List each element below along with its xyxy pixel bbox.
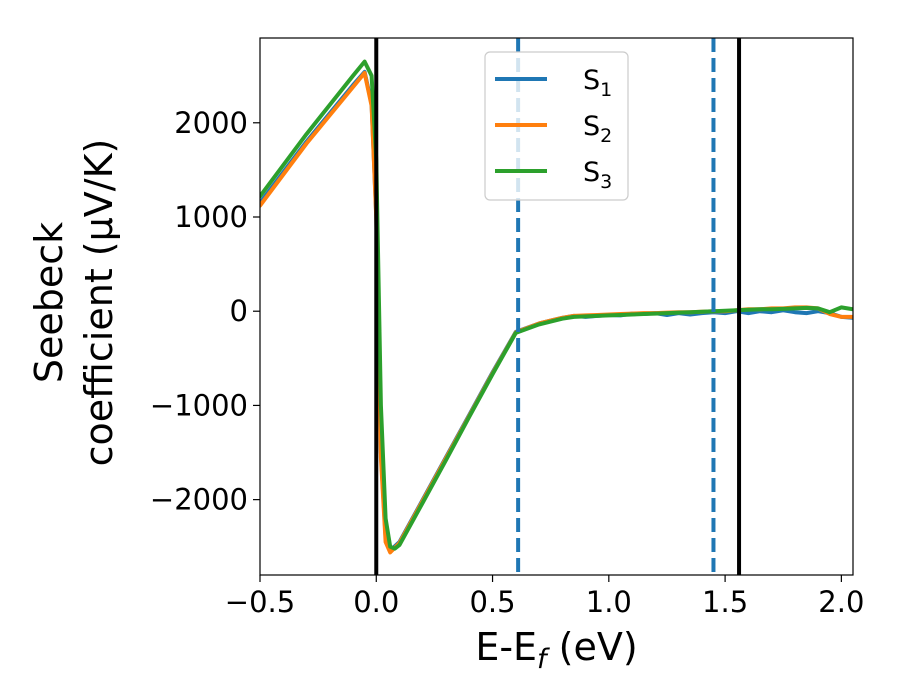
series-line-s3 xyxy=(260,59,853,551)
y-tick-label: −2000 xyxy=(150,483,248,517)
x-tick-label: 0.0 xyxy=(353,585,399,619)
y-axis-label-line1: Seebeck xyxy=(27,222,71,383)
x-axis-label: E-Ef (eV) xyxy=(475,625,637,675)
x-tick-label: 0.5 xyxy=(469,585,515,619)
y-tick-label: 2000 xyxy=(174,106,248,140)
y-tick-label: −1000 xyxy=(150,388,248,422)
legend: S1 S2 S3 xyxy=(484,51,629,201)
axes-layer: −0.5 0.0 0.5 1.0 1.5 2.0 −2000 −1000 0 1000 2000 xyxy=(150,37,864,619)
x-tick-label: 1.5 xyxy=(702,585,748,619)
x-tick-label: −0.5 xyxy=(225,585,295,619)
plot-frame xyxy=(259,37,854,576)
y-tick-label: 0 xyxy=(230,294,248,328)
legend-label-s2: S2 xyxy=(583,111,612,147)
series-layer xyxy=(260,59,853,555)
x-tick-label: 1.0 xyxy=(586,585,632,619)
y-tick-label: 1000 xyxy=(174,200,248,234)
y-axis-label-line2: coefficient (μV/K) xyxy=(77,139,121,467)
legend-label-s1: S1 xyxy=(583,65,612,101)
legend-box xyxy=(484,51,629,201)
legend-label-s3: S3 xyxy=(583,157,612,193)
x-tick-label: 2.0 xyxy=(818,585,864,619)
